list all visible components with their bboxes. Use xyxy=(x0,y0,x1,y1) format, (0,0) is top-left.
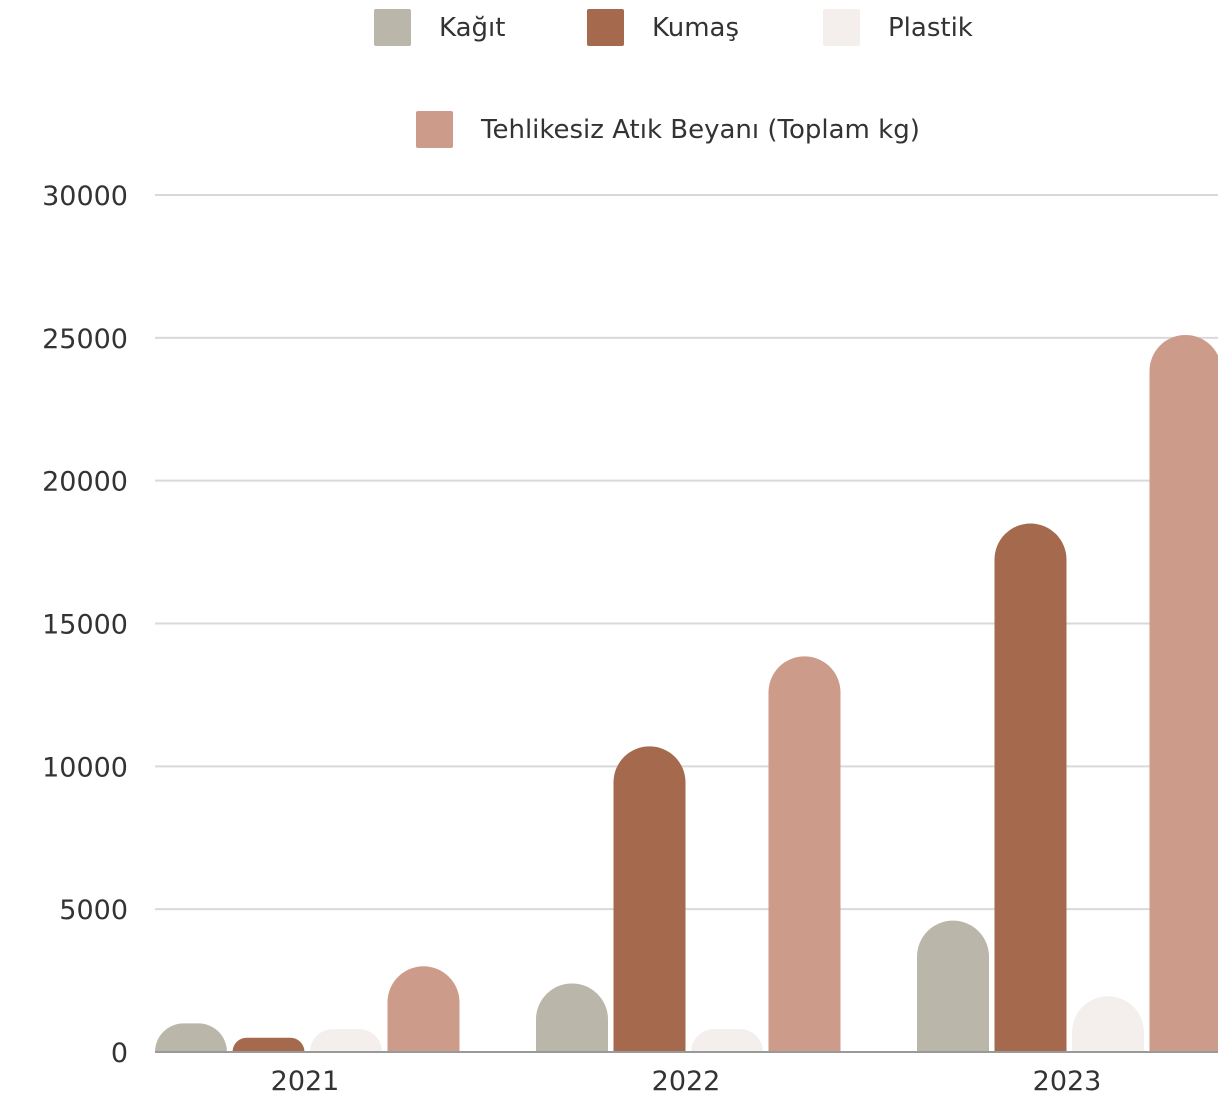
x-axis: 2021 2022 2023 xyxy=(155,1051,1218,1096)
bar-kagit-2021 xyxy=(155,1023,227,1052)
legend-item-plastik[interactable]: Plastik xyxy=(823,9,973,46)
y-tick-label: 25000 xyxy=(42,324,128,355)
y-tick-label: 15000 xyxy=(42,610,128,641)
legend-swatch xyxy=(374,9,411,46)
bar-kagit-2023 xyxy=(917,920,989,1052)
bar-plastik-2022 xyxy=(691,1029,763,1052)
legend-swatch xyxy=(823,9,860,46)
legend-label: Kumaş xyxy=(652,13,739,43)
bar-tehlikesiz-atik-beyani-toplam-kg-2021 xyxy=(387,966,460,1052)
bar-kumas-2022 xyxy=(613,746,686,1052)
legend-label: Kağıt xyxy=(439,13,505,43)
y-tick-label: 10000 xyxy=(42,752,128,783)
legend-swatch xyxy=(587,9,624,46)
x-tick-label: 2021 xyxy=(271,1066,340,1096)
x-tick-label: 2023 xyxy=(1033,1066,1102,1096)
bar-plastik-2021 xyxy=(310,1029,382,1052)
y-tick-label: 0 xyxy=(111,1038,128,1069)
x-tick-label: 2022 xyxy=(652,1066,721,1096)
bar-tehlikesiz-atik-beyani-toplam-kg-2023 xyxy=(1149,334,1218,1052)
bar-tehlikesiz-atik-beyani-toplam-kg-2022 xyxy=(768,656,841,1052)
legend-item-kagit[interactable]: Kağıt xyxy=(374,9,505,46)
legend: Kağıt Kumaş Plastik Tehlikesiz Atık Beyanı … xyxy=(374,9,973,148)
bar-kumas-2023 xyxy=(994,523,1067,1052)
y-tick-label: 30000 xyxy=(42,181,128,212)
legend-label: Tehlikesiz Atık Beyanı (Toplam kg) xyxy=(480,115,920,145)
bar-kumas-2021 xyxy=(232,1037,305,1052)
y-tick-label: 20000 xyxy=(42,467,128,498)
y-tick-label: 5000 xyxy=(59,895,128,926)
bar-kagit-2022 xyxy=(536,983,608,1052)
legend-swatch xyxy=(416,111,453,148)
legend-label: Plastik xyxy=(888,13,973,43)
legend-item-kumas[interactable]: Kumaş xyxy=(587,9,739,46)
legend-item-tehlikesiz-atik-beyani-toplam-kg[interactable]: Tehlikesiz Atık Beyanı (Toplam kg) xyxy=(416,111,920,148)
bar-plastik-2023 xyxy=(1072,996,1144,1052)
bars xyxy=(155,334,1218,1052)
y-axis: 0 5000 10000 15000 20000 25000 30000 xyxy=(42,181,128,1069)
